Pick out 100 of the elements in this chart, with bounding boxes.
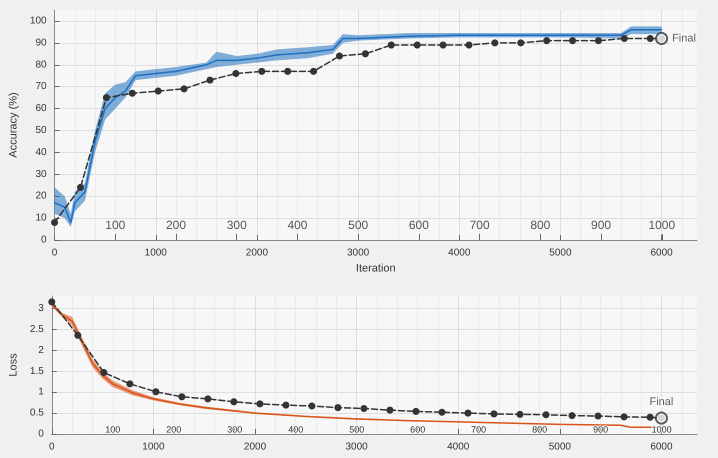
- point: [100, 369, 108, 376]
- annotation: Final: [672, 32, 696, 44]
- point: [386, 406, 394, 414]
- point: [569, 37, 576, 44]
- x2-tick-label: 700: [470, 218, 490, 232]
- point: [102, 94, 110, 102]
- x-tick-label: 2000: [244, 442, 267, 452]
- y-tick-label: 40: [35, 146, 48, 158]
- y-tick-label: 90: [35, 37, 48, 48]
- y-tick-label: 80: [35, 59, 48, 70]
- x2-tick-label: 400: [288, 424, 304, 434]
- x-tick-label: 5000: [549, 248, 572, 258]
- x2-tick-label: 300: [226, 218, 248, 232]
- x-tick-label: 6000: [650, 442, 673, 452]
- y-tick-label: 1.5: [30, 366, 44, 377]
- point: [414, 42, 421, 49]
- point: [412, 408, 420, 415]
- point: [256, 400, 264, 408]
- point: [258, 68, 266, 75]
- y-tick-label: 0.5: [30, 408, 44, 419]
- x2-tick-label: 900: [591, 218, 612, 232]
- point: [594, 412, 602, 420]
- point: [334, 404, 342, 412]
- annotation: Final: [650, 396, 674, 408]
- x-tick-label: 3000: [346, 248, 370, 258]
- y-tick-label: 60: [35, 103, 48, 114]
- x2-tick-label: 1000: [648, 218, 676, 232]
- point: [438, 408, 446, 416]
- point: [620, 34, 628, 42]
- point: [48, 298, 56, 306]
- y-tick-label: 50: [35, 124, 48, 136]
- point: [491, 39, 498, 46]
- y-tick-label: 0: [41, 234, 48, 246]
- y-tick-label: 3: [38, 303, 44, 314]
- point: [594, 37, 602, 44]
- point: [543, 37, 550, 44]
- point: [206, 76, 214, 84]
- point: [362, 50, 369, 58]
- y-tick-label: 0: [38, 428, 44, 440]
- x2-tick-label: 800: [530, 218, 551, 232]
- point: [517, 39, 524, 46]
- point: [74, 332, 82, 339]
- point: [388, 42, 395, 49]
- point: [310, 68, 318, 75]
- point: [620, 413, 628, 420]
- y-axis-title: Accuracy (%): [8, 92, 20, 158]
- x-tick-label: 5000: [548, 442, 572, 452]
- point: [154, 88, 162, 95]
- x2-tick-label: 900: [593, 424, 608, 434]
- x2-tick-label: 700: [471, 424, 486, 434]
- y-tick-label: 70: [35, 81, 48, 92]
- point: [76, 184, 84, 191]
- point: [51, 218, 58, 226]
- point: [282, 402, 290, 409]
- point: [284, 68, 292, 75]
- y-tick-label: 20: [35, 190, 48, 202]
- point: [646, 34, 654, 42]
- x2-tick-label: 200: [166, 424, 182, 434]
- x2-tick-label: 500: [349, 424, 364, 434]
- point: [490, 410, 498, 418]
- y-tick-label: 10: [35, 212, 48, 224]
- x-tick-label: 3000: [345, 442, 368, 452]
- point: [516, 410, 524, 418]
- y-tick-label: 100: [30, 15, 48, 26]
- point: [646, 414, 654, 421]
- x2-tick-label: 800: [532, 424, 548, 434]
- point: [204, 395, 212, 402]
- point: [568, 412, 576, 420]
- point: [440, 42, 447, 49]
- y-axis-title: Loss: [8, 352, 20, 377]
- x-tick-label: 0: [52, 248, 58, 258]
- point: [308, 402, 316, 410]
- x2-tick-label: 100: [105, 424, 120, 434]
- x-tick-label: 6000: [650, 248, 674, 258]
- x2-tick-label: 300: [227, 424, 242, 434]
- y-tick-label: 1: [38, 386, 44, 398]
- x-axis-title: Iteration: [356, 262, 396, 274]
- point: [128, 90, 136, 97]
- point: [464, 410, 472, 417]
- point: [180, 85, 188, 92]
- x2-tick-label: 600: [410, 424, 426, 434]
- y-tick-label: 30: [35, 168, 48, 180]
- x2-tick-label: 100: [105, 218, 126, 232]
- x-tick-label: 4000: [448, 248, 471, 258]
- x-tick-label: 2000: [246, 248, 268, 258]
- point: [232, 70, 240, 78]
- point: [178, 393, 186, 400]
- point: [126, 380, 134, 388]
- point: [230, 398, 238, 406]
- x2-tick-label: 500: [348, 218, 369, 232]
- y-tick-label: 2.5: [30, 324, 44, 335]
- x-tick-label: 0: [49, 442, 56, 452]
- x2-tick-label: 200: [166, 218, 186, 232]
- point: [336, 52, 343, 60]
- point: [542, 411, 550, 418]
- point: [360, 404, 368, 412]
- point: [152, 388, 160, 396]
- x2-tick-label: 600: [408, 218, 430, 232]
- x-tick-label: 1000: [142, 442, 165, 452]
- point: [465, 42, 472, 49]
